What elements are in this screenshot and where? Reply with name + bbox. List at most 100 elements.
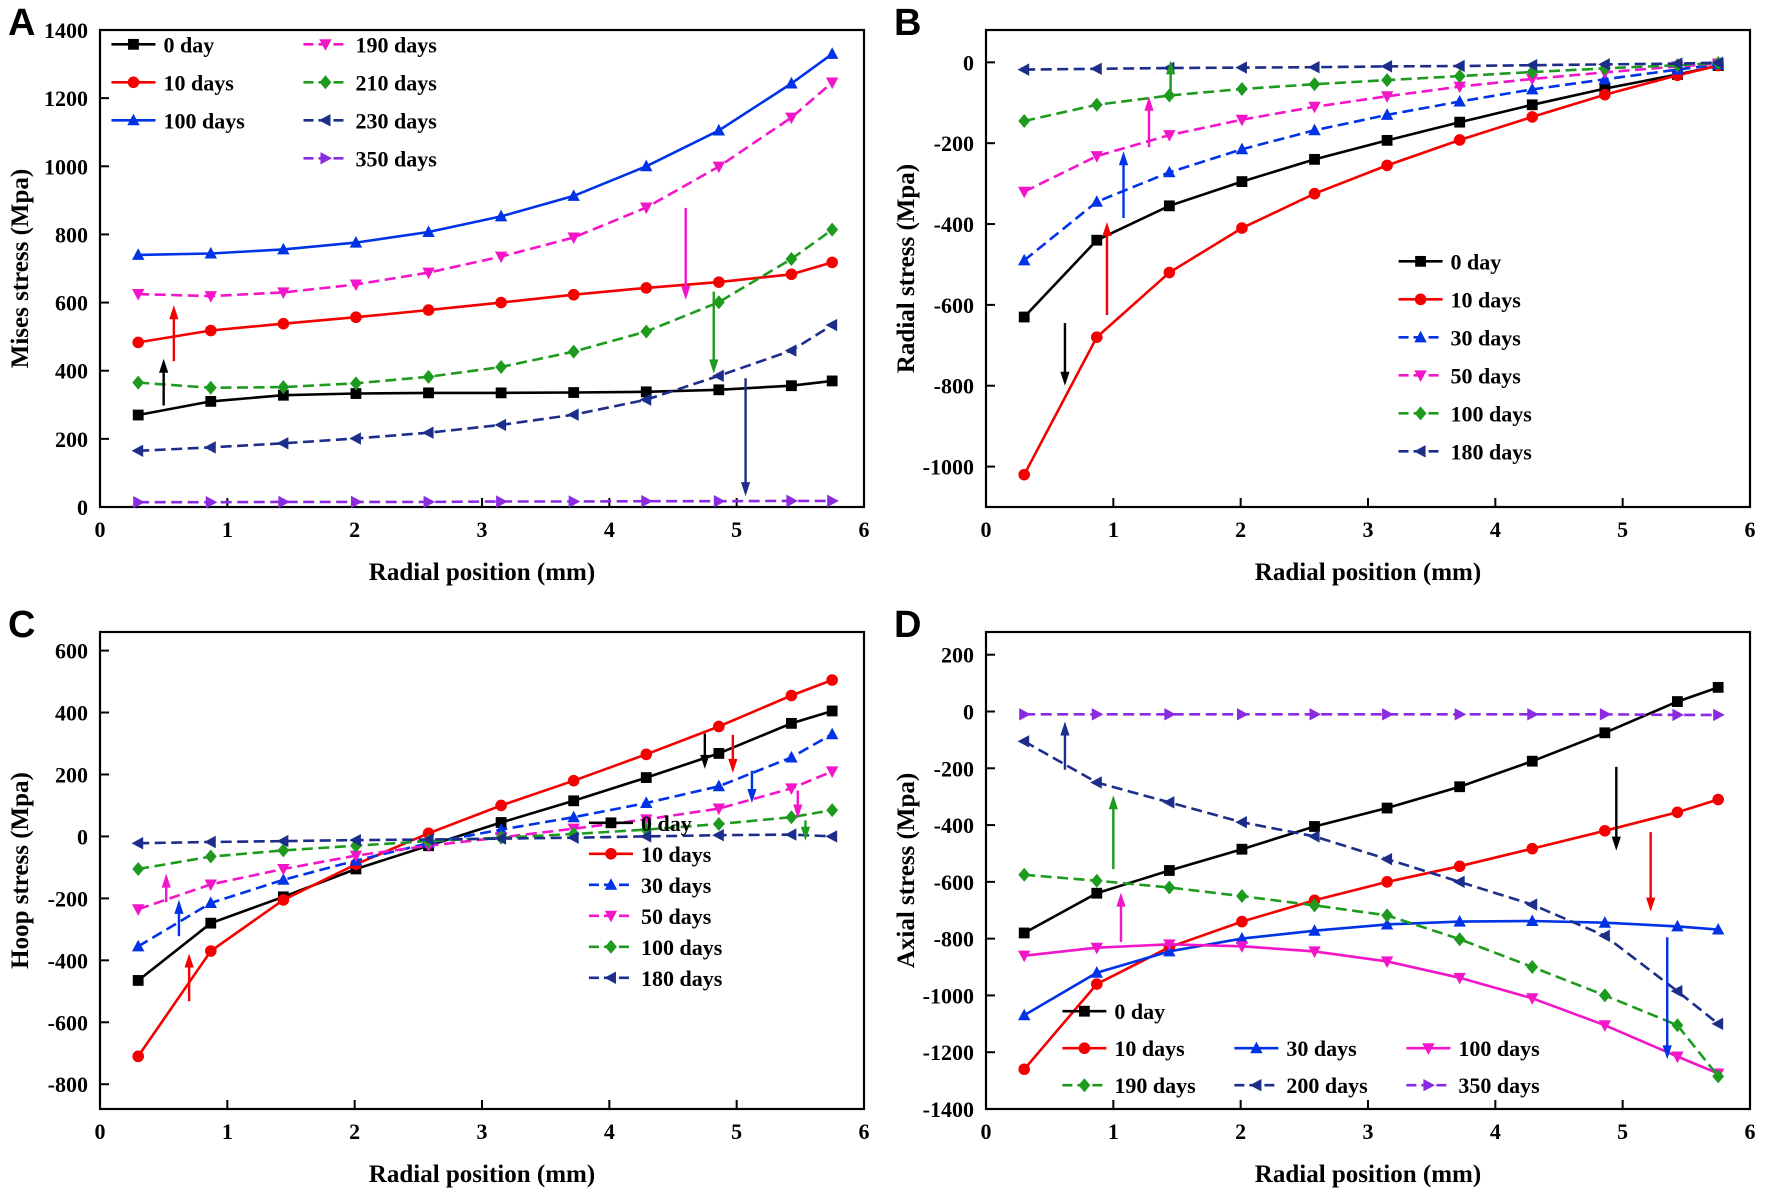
svg-text:190 days: 190 days [1114, 1073, 1196, 1098]
legend-entry-50-days: 50 days [588, 904, 712, 929]
panel-A: 0 1 2 3 4 5 6 0 200 400 600 800 1000 1200 1400 Radial p… [0, 0, 886, 602]
legend-entry-0-day: 0 day [111, 32, 214, 57]
svg-text:0 day: 0 day [1451, 249, 1502, 274]
svg-text:1: 1 [1108, 517, 1119, 542]
y-ticks: 600 400 200 0 -200 -400 -600 -800 [48, 639, 109, 1097]
annotation-arrows [1060, 721, 1672, 1060]
y-ticks: 0 -200 -400 -600 -800 -1000 [923, 50, 995, 480]
axes: 0 1 2 3 4 5 6 200 0 -200 -400 -600 -800 -1000 -1200 -14… [923, 630, 1756, 1144]
svg-text:6: 6 [1745, 517, 1756, 542]
svg-text:2: 2 [349, 517, 360, 542]
series-100-days [1018, 939, 1725, 1081]
series-0-day [132, 375, 838, 421]
svg-text:-1000: -1000 [923, 455, 974, 480]
svg-text:100 days: 100 days [1451, 401, 1533, 426]
plot-frame [98, 28, 866, 509]
svg-text:400: 400 [55, 359, 88, 384]
svg-text:2: 2 [1235, 517, 1246, 542]
svg-text:1: 1 [222, 517, 233, 542]
svg-text:0: 0 [963, 700, 974, 725]
panel-letter-D: D [894, 604, 922, 646]
legend: 0 day 10 days 30 days 100 days 190 days 200 d… [1062, 999, 1540, 1098]
svg-text:-400: -400 [934, 212, 974, 237]
svg-text:6: 6 [859, 517, 870, 542]
legend-entry-30-days: 30 days [1398, 325, 1521, 350]
legend-entry-50-days: 50 days [1398, 363, 1521, 388]
legend-entry-100-days: 100 days [111, 108, 245, 133]
series-10-days [1018, 59, 1724, 481]
svg-text:6: 6 [1745, 1119, 1756, 1144]
legend-entry-180-days: 180 days [1398, 439, 1532, 464]
svg-text:200: 200 [55, 762, 88, 787]
legend-entry-190-days: 190 days [1062, 1073, 1196, 1098]
svg-text:10 days: 10 days [1451, 287, 1522, 312]
svg-text:10 days: 10 days [163, 70, 234, 95]
svg-text:-1200: -1200 [923, 1040, 974, 1065]
legend-entry-350-days: 350 days [303, 146, 437, 171]
legend-entry-10-days: 10 days [588, 842, 712, 867]
x-axis-label: Radial position (mm) [1255, 1161, 1481, 1188]
svg-text:5: 5 [731, 517, 742, 542]
y-ticks: 200 0 -200 -400 -600 -800 -1000 -1200 -1400 [923, 643, 995, 1122]
y-axis-label: Radial stress (Mpa) [893, 164, 920, 373]
panel-letter-B: B [894, 2, 922, 44]
series-10-days [1018, 793, 1724, 1076]
svg-text:180 days: 180 days [641, 966, 723, 991]
panel-C: 0 1 2 3 4 5 6 600 400 200 0 -200 -400 -600 -800 Radial … [0, 602, 886, 1204]
svg-text:3: 3 [1363, 517, 1374, 542]
svg-text:0 day: 0 day [163, 32, 214, 57]
panel-B: 0 1 2 3 4 5 6 0 -200 -400 -600 -800 -1000 Radial posi… [886, 0, 1772, 602]
svg-text:350 days: 350 days [355, 146, 437, 171]
svg-text:200 days: 200 days [1286, 1073, 1368, 1098]
x-axis-label: Radial position (mm) [1255, 559, 1481, 586]
chart-radial-stress: 0 1 2 3 4 5 6 0 -200 -400 -600 -800 -1000 Radial posi… [893, 28, 1756, 586]
svg-text:-600: -600 [48, 1010, 88, 1035]
svg-text:100 days: 100 days [1458, 1036, 1540, 1061]
svg-text:4: 4 [604, 517, 615, 542]
svg-text:10 days: 10 days [641, 842, 712, 867]
svg-text:30 days: 30 days [641, 873, 712, 898]
svg-text:10 days: 10 days [1114, 1036, 1185, 1061]
svg-text:50 days: 50 days [641, 904, 712, 929]
series-180-days [131, 828, 838, 850]
svg-text:0: 0 [77, 495, 88, 520]
svg-text:800: 800 [55, 222, 88, 247]
svg-text:4: 4 [604, 1119, 615, 1144]
svg-text:5: 5 [1617, 517, 1628, 542]
legend-entry-350-days: 350 days [1406, 1073, 1540, 1098]
x-ticks: 0 1 2 3 4 5 6 [95, 1100, 870, 1144]
legend-entry-0-day: 0 day [588, 811, 692, 836]
series-10-days [132, 256, 838, 349]
legend: 0 day 10 days 30 days 50 days 100 days 180 da… [588, 811, 723, 991]
plot-frame [984, 28, 1752, 509]
svg-text:0: 0 [95, 1119, 106, 1144]
series-230-days [131, 318, 838, 457]
svg-text:1: 1 [1108, 1119, 1119, 1144]
svg-text:-600: -600 [934, 293, 974, 318]
legend: 0 day 10 days 30 days 50 days 100 days 180 da… [1398, 249, 1533, 464]
axes: 0 1 2 3 4 5 6 0 200 400 600 800 1000 1200 1400 [44, 18, 870, 542]
x-ticks: 0 1 2 3 4 5 6 [981, 1100, 1756, 1144]
legend: 0 day 10 days 100 days 190 days 210 days 230 … [111, 32, 437, 171]
svg-text:-200: -200 [48, 886, 88, 911]
legend-entry-180-days: 180 days [588, 966, 723, 991]
legend-entry-100-days: 100 days [1406, 1036, 1540, 1061]
series-10-days [132, 674, 838, 1063]
series-350-days [1019, 708, 1725, 722]
series-0-day [1018, 681, 1724, 939]
svg-text:210 days: 210 days [355, 70, 437, 95]
svg-text:-400: -400 [934, 813, 974, 838]
legend-entry-230-days: 230 days [303, 108, 437, 133]
svg-text:400: 400 [55, 701, 88, 726]
legend-entry-30-days: 30 days [588, 873, 712, 898]
series-350-days [133, 494, 839, 509]
svg-text:1: 1 [222, 1119, 233, 1144]
y-axis-label: Axial stress (Mpa) [893, 773, 920, 968]
svg-text:3: 3 [477, 1119, 488, 1144]
annotation-arrows [159, 207, 751, 497]
legend-entry-0-day: 0 day [1062, 999, 1165, 1024]
chart-mises-stress: 0 1 2 3 4 5 6 0 200 400 600 800 1000 1200 1400 Radial p… [7, 18, 870, 586]
y-ticks: 0 200 400 600 800 1000 1200 1400 [44, 18, 109, 520]
plot-frame [98, 630, 866, 1111]
svg-text:200: 200 [55, 427, 88, 452]
